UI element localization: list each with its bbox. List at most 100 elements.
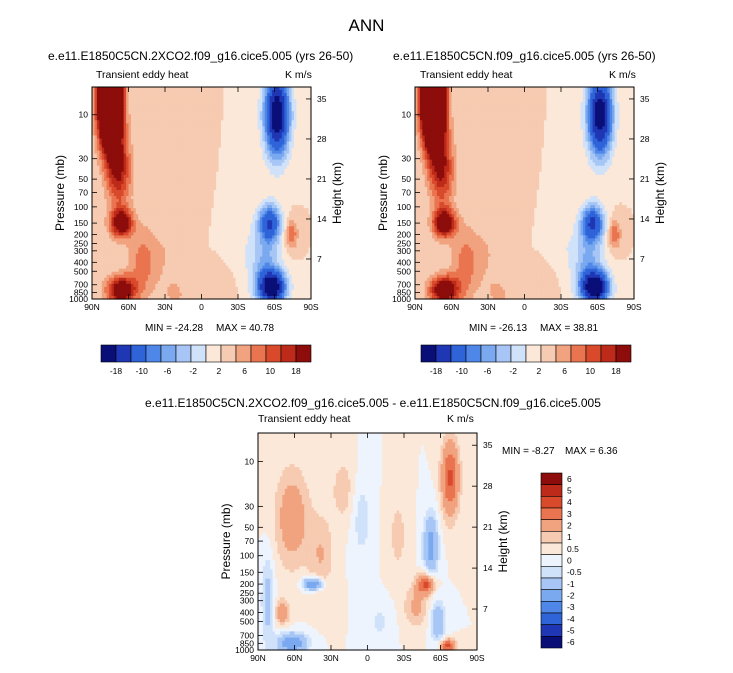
heatmap-cell: [269, 232, 273, 236]
heatmap-cell: [186, 147, 190, 152]
heatmap-cell: [250, 186, 254, 191]
heatmap-cell: [155, 202, 159, 206]
heatmap-cell: [106, 159, 110, 164]
heatmap-cell: [289, 202, 293, 206]
heatmap-cell: [223, 168, 227, 173]
heatmap-cell: [182, 211, 186, 215]
heatmap-cell: [111, 220, 115, 224]
heatmap-cell: [128, 214, 132, 218]
panel-2-units-label: K m/s: [609, 69, 636, 81]
heatmap-cell: [281, 108, 285, 112]
heatmap-cell: [281, 205, 285, 209]
heatmap-cell: [240, 205, 244, 209]
heatmap-cell: [150, 129, 154, 134]
heatmap-cell: [177, 171, 181, 176]
heatmap-cell: [94, 189, 98, 194]
heatmap-cell: [130, 93, 134, 97]
heatmap-cell: [169, 153, 173, 158]
heatmap-cell: [269, 153, 273, 158]
heatmap-cell: [272, 220, 276, 224]
heatmap-cell: [150, 171, 154, 176]
heatmap-cell: [296, 114, 300, 118]
heatmap-cell: [104, 141, 108, 146]
heatmap-cell: [242, 171, 246, 176]
heatmap-cell: [150, 105, 154, 109]
heatmap-cell: [196, 99, 200, 103]
heatmap-cell: [216, 150, 220, 155]
heatmap-cell: [186, 186, 190, 191]
heatmap-cell: [211, 208, 215, 212]
heatmap-cell: [308, 193, 312, 197]
panel-1-heatmap: [92, 87, 312, 300]
heatmap-cell: [133, 196, 137, 200]
heatmap-cell: [191, 120, 195, 124]
heatmap-cell: [281, 238, 285, 243]
heatmap-cell: [143, 159, 147, 164]
heatmap-cell: [293, 193, 297, 197]
heatmap-cell: [162, 129, 166, 134]
heatmap-cell: [123, 87, 127, 91]
heatmap-cell: [104, 202, 108, 206]
heatmap-cell: [252, 238, 256, 243]
heatmap-cell: [228, 96, 232, 100]
heatmap-cell: [135, 202, 139, 206]
heatmap-cell: [135, 105, 139, 109]
heatmap-cell: [135, 108, 139, 112]
heatmap-cell: [179, 202, 183, 206]
heatmap-cell: [218, 226, 222, 230]
heatmap-cell: [284, 93, 288, 97]
heatmap-cell: [186, 90, 190, 94]
heatmap-cell: [162, 165, 166, 170]
heatmap-cell: [213, 238, 217, 243]
heatmap-cell: [118, 126, 122, 130]
heatmap-cell: [242, 150, 246, 155]
heatmap-cell: [225, 196, 229, 200]
heatmap-cell: [201, 202, 205, 206]
heatmap-cell: [230, 229, 234, 233]
heatmap-cell: [194, 193, 198, 197]
heatmap-cell: [160, 153, 164, 158]
heatmap-cell: [291, 87, 295, 91]
heatmap-cell: [189, 171, 193, 176]
heatmap-cell: [128, 126, 132, 130]
heatmap-cell: [301, 168, 305, 173]
heatmap-cell: [223, 150, 227, 155]
heatmap-cell: [133, 186, 137, 191]
heatmap-cell: [152, 132, 156, 137]
heatmap-cell: [269, 135, 273, 140]
heatmap-cell: [121, 147, 125, 152]
heatmap-cell: [223, 229, 227, 233]
heatmap-cell: [235, 183, 239, 188]
heatmap-cell: [220, 111, 224, 115]
heatmap-cell: [296, 177, 300, 182]
heatmap-cell: [216, 180, 220, 185]
heatmap-cell: [264, 180, 268, 185]
heatmap-cell: [259, 153, 263, 158]
heatmap-cell: [118, 105, 122, 109]
heatmap-cell: [169, 99, 173, 103]
heatmap-cell: [126, 111, 130, 115]
heatmap-cell: [135, 153, 139, 158]
heatmap-cell: [143, 171, 147, 176]
heatmap-cell: [242, 174, 246, 179]
heatmap-cell: [284, 189, 288, 194]
heatmap-cell: [179, 153, 183, 158]
heatmap-cell: [145, 108, 149, 112]
heatmap-cell: [150, 183, 154, 188]
heatmap-cell: [235, 87, 239, 91]
heatmap-cell: [293, 214, 297, 218]
heatmap-cell: [138, 217, 142, 221]
heatmap-cell: [206, 90, 210, 94]
heatmap-cell: [113, 180, 117, 185]
heatmap-cell: [184, 208, 188, 212]
heatmap-cell: [184, 162, 188, 167]
heatmap-cell: [238, 99, 242, 103]
heatmap-cell: [106, 174, 110, 179]
heatmap-cell: [152, 220, 156, 224]
heatmap-cell: [293, 144, 297, 149]
heatmap-cell: [225, 123, 229, 127]
heatmap-cell: [177, 220, 181, 224]
heatmap-cell: [252, 150, 256, 155]
heatmap-cell: [191, 111, 195, 115]
heatmap-cell: [162, 177, 166, 182]
